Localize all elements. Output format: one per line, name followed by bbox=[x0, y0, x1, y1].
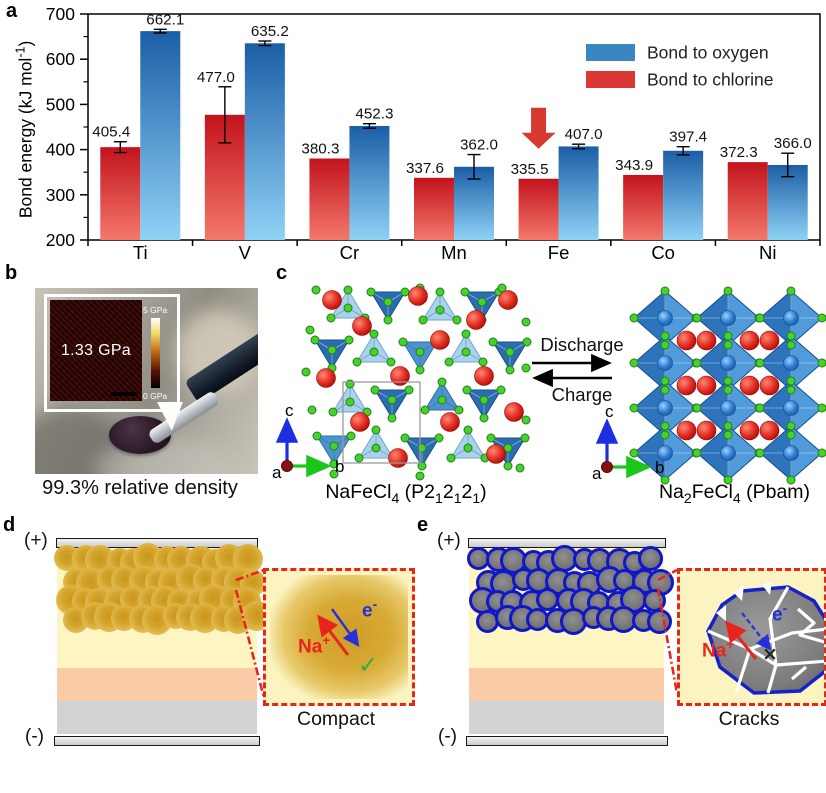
panel-c-crystal-structures: c c b a c b a Discharge Charge NaFeCl4 (P2121… bbox=[270, 260, 826, 510]
bottom-electrode bbox=[466, 736, 668, 746]
cross-mark: × bbox=[762, 643, 778, 665]
compact-particle-inset: Na+ e- ✓ bbox=[263, 568, 415, 706]
oxide-cathode-particle bbox=[646, 608, 672, 634]
panel-e-oxide-cell: e (+) (-) bbox=[413, 510, 826, 755]
electron-label: e- bbox=[772, 601, 788, 626]
na2fecl4-caption: Na2FeCl4 (Pbam) bbox=[658, 481, 811, 506]
svg-text:Mn: Mn bbox=[441, 242, 467, 262]
svg-text:335.5: 335.5 bbox=[511, 161, 549, 178]
svg-text:397.4: 397.4 bbox=[669, 129, 707, 146]
svg-text:Co: Co bbox=[651, 242, 675, 262]
svg-text:380.3: 380.3 bbox=[301, 141, 339, 158]
svg-text:662.1: 662.1 bbox=[146, 11, 184, 28]
svg-text:500: 500 bbox=[46, 94, 75, 114]
check-mark: ✓ bbox=[358, 651, 379, 679]
colorbar-min-label: 0 GPa bbox=[143, 391, 168, 401]
nafecl4-caption: NaFeCl4 (P212121) bbox=[325, 481, 487, 506]
electron-label: e- bbox=[362, 597, 378, 622]
svg-text:200: 200 bbox=[46, 230, 75, 250]
svg-text:300: 300 bbox=[46, 185, 75, 205]
panel-label-b: b bbox=[5, 262, 18, 284]
panel-label-c: c bbox=[276, 262, 288, 284]
panel-b-pellet-photo: b 1.33 GPa 5 GPa 0 GPa 99.3% relative de… bbox=[0, 260, 270, 510]
y-axis-label: Bond energy (kJ mol-1) bbox=[13, 40, 36, 219]
crystal-structures-drawing: c b a c b a bbox=[272, 283, 826, 485]
chloride-se-layer bbox=[54, 543, 273, 668]
chloride-se-layer bbox=[466, 544, 674, 668]
svg-text:Ti: Ti bbox=[133, 242, 148, 262]
compact-caption: Compact bbox=[296, 708, 376, 730]
colorbar-max-label: 5 GPa bbox=[143, 305, 168, 315]
cracked-particle-drawing bbox=[706, 581, 824, 695]
zoom-connector-lines bbox=[234, 568, 266, 699]
svg-text:c: c bbox=[285, 401, 294, 420]
figure-legend: Chloride cathode Oxide cathode Chloride … bbox=[0, 755, 826, 793]
svg-text:Bond to oxygen: Bond to oxygen bbox=[647, 43, 769, 63]
cracks-caption: Cracks bbox=[718, 708, 780, 730]
oxide-cathode-particle bbox=[637, 545, 663, 571]
svg-text:343.9: 343.9 bbox=[615, 157, 653, 174]
svg-text:a: a bbox=[592, 464, 602, 483]
ion-electron-arrows bbox=[317, 608, 360, 656]
scale-bar bbox=[111, 392, 137, 396]
svg-text:372.3: 372.3 bbox=[720, 144, 758, 161]
alloy-layer bbox=[57, 701, 257, 734]
alloy-layer bbox=[469, 701, 664, 734]
sodium-ion-label: Na+ bbox=[298, 633, 331, 658]
svg-text:Ni: Ni bbox=[759, 242, 776, 262]
svg-text:Bond to chlorine: Bond to chlorine bbox=[647, 70, 773, 90]
svg-text:400: 400 bbox=[46, 140, 75, 160]
bond-energy-bar-chart: 200 300 400 500 600 700 Ti V Cr Mn Fe Co Ni 405.4 662.… bbox=[46, 4, 821, 262]
svg-text:407.0: 407.0 bbox=[565, 126, 603, 143]
negative-terminal-label: (-) bbox=[438, 726, 457, 747]
panel-a-bond-energy-chart: a 200 300 400 500 600 700 Ti V Cr Mn Fe Co Ni 405.4 66… bbox=[0, 0, 826, 262]
discharge-label: Discharge bbox=[540, 334, 624, 355]
svg-text:405.4: 405.4 bbox=[92, 124, 130, 141]
svg-text:Cr: Cr bbox=[340, 242, 360, 262]
svg-text:c: c bbox=[605, 402, 614, 421]
negative-terminal-label: (-) bbox=[25, 726, 44, 747]
panel-label-a: a bbox=[6, 0, 18, 22]
sulfide-se-layer bbox=[469, 668, 664, 701]
svg-text:b: b bbox=[655, 458, 664, 477]
zoom-connector-lines bbox=[656, 568, 679, 694]
sodium-ion-label: Na+ bbox=[702, 637, 735, 662]
relative-density-caption: 99.3% relative density bbox=[42, 477, 238, 499]
charge-label: Charge bbox=[551, 384, 613, 405]
positive-terminal-label: (+) bbox=[24, 530, 48, 551]
svg-text:b: b bbox=[335, 457, 344, 476]
hardness-value: 1.33 GPa bbox=[60, 341, 131, 359]
panel-d-chloride-cell: d (+) (-) Na+ e- bbox=[0, 510, 415, 755]
svg-text:452.3: 452.3 bbox=[355, 106, 393, 123]
positive-terminal-label: (+) bbox=[437, 530, 461, 551]
hardness-map: 1.33 GPa bbox=[50, 300, 142, 401]
svg-text:366.0: 366.0 bbox=[774, 135, 812, 152]
svg-text:Fe: Fe bbox=[548, 242, 570, 262]
svg-text:477.0: 477.0 bbox=[197, 69, 235, 86]
hardness-map-inset: 1.33 GPa 5 GPa 0 GPa bbox=[44, 294, 180, 412]
compact-chloride-particle bbox=[270, 575, 408, 699]
sulfide-se-layer bbox=[57, 668, 257, 701]
svg-text:a: a bbox=[272, 463, 282, 482]
panel-label-e: e bbox=[417, 514, 429, 536]
svg-text:337.6: 337.6 bbox=[406, 160, 444, 177]
pressure-colorbar bbox=[151, 318, 160, 388]
svg-text:600: 600 bbox=[46, 49, 75, 69]
bottom-electrode bbox=[54, 736, 260, 746]
cracked-particle-inset: Na+ e- × bbox=[677, 568, 826, 706]
pellet-photo: 1.33 GPa 5 GPa 0 GPa bbox=[35, 288, 258, 474]
svg-text:635.2: 635.2 bbox=[251, 23, 289, 40]
svg-text:V: V bbox=[239, 242, 252, 262]
svg-text:700: 700 bbox=[46, 4, 75, 24]
svg-text:362.0: 362.0 bbox=[460, 137, 498, 154]
panel-label-d: d bbox=[3, 514, 16, 536]
